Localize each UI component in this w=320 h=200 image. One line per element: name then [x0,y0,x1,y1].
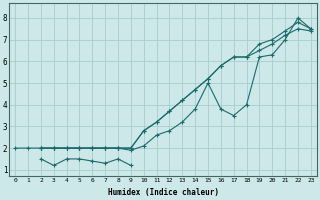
X-axis label: Humidex (Indice chaleur): Humidex (Indice chaleur) [108,188,219,197]
